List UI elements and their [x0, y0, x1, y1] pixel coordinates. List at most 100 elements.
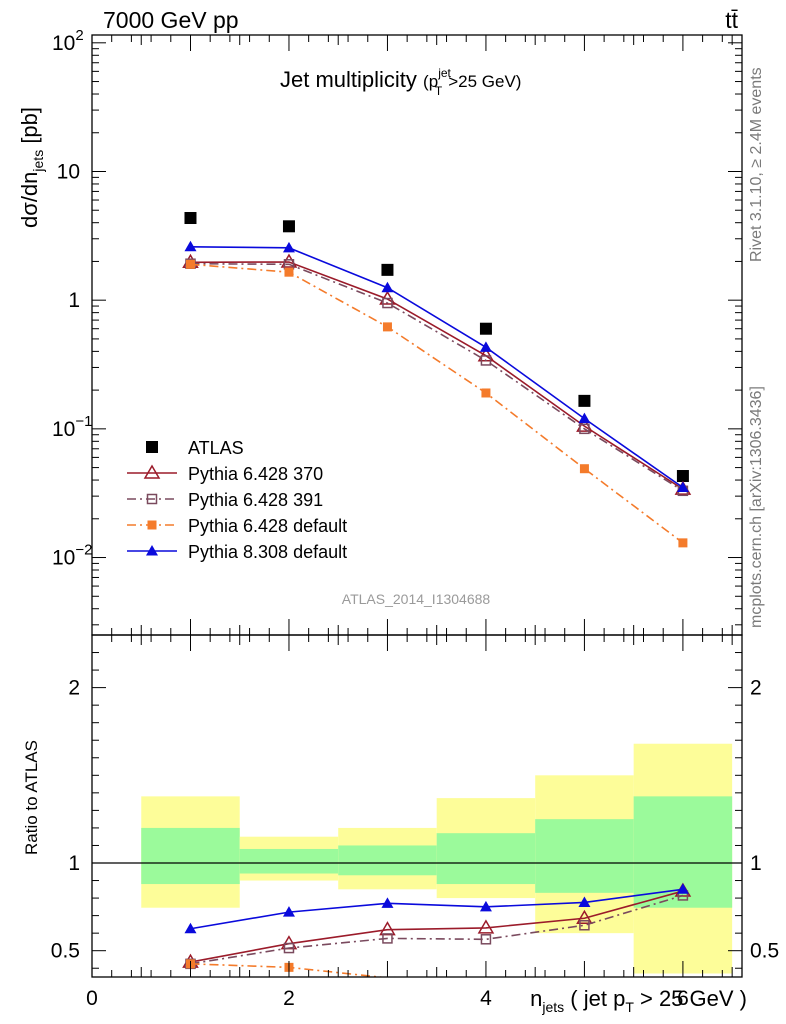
- legend-label-pythia-6-428-default: Pythia 6.428 default: [188, 516, 347, 536]
- ratio-y-tick-label-left: 2: [68, 677, 80, 700]
- main-point-pythia-6-428-default-1: [185, 259, 195, 269]
- main-point-atlas-4: [479, 322, 492, 335]
- ratio-point-pythia-6-428-370-5: [576, 909, 593, 924]
- ratio-y-tick-label-right: 2: [750, 677, 762, 700]
- collision-label: 7000 GeV pp: [103, 7, 239, 33]
- ratio-y-tick-label-left: 1: [68, 852, 80, 875]
- ratio-point-pythia-8-308-default-2: [282, 906, 295, 917]
- ratio-line-pythia-6-428-370: [190, 890, 684, 963]
- main-point-atlas-6: [676, 470, 689, 483]
- ratio-band-inner-5: [535, 819, 634, 893]
- main-point-pythia-6-428-391-5: [579, 423, 590, 435]
- main-y-tick-label: 10−2: [52, 542, 92, 570]
- legend-label-pythia-6-428-370: Pythia 6.428 370: [188, 464, 323, 484]
- ratio-point-pythia-6-428-370-3: [379, 921, 396, 936]
- rivet-label: Rivet 3.1.10, ≥ 2.4M events: [748, 67, 765, 262]
- ratio-band-inner-1: [141, 827, 240, 885]
- main-title-text: Jet multiplicity: [280, 67, 417, 92]
- main-point-pythia-6-428-default-3: [382, 322, 392, 332]
- ratio-point-pythia-8-308-default-5: [578, 896, 591, 907]
- ratio-point-pythia-8-308-default-6: [676, 883, 689, 894]
- main-title-paren: (: [423, 72, 429, 91]
- main-point-pythia-8-308-default-5: [578, 412, 591, 424]
- ratio-point-pythia-6-428-391-4: [480, 934, 492, 945]
- main-point-pythia-8-308-default-4: [479, 341, 492, 352]
- ratio-band-inner-2: [239, 848, 339, 874]
- main-point-atlas-3: [381, 263, 394, 276]
- x-axis-label: njets ( jet pT > 25 GeV ): [530, 986, 747, 1015]
- analysis-id: ATLAS_2014_I1304688: [342, 591, 491, 607]
- main-point-pythia-6-428-370-5: [576, 417, 593, 432]
- legend: ATLAS Pythia 6.428 370 Pythia 6.428 391 Pyt…: [127, 438, 347, 562]
- main-y-label-unit: [pb]: [17, 107, 42, 150]
- legend-label-pythia-8-308-default: Pythia 8.308 default: [188, 542, 347, 562]
- main-y-label-main: dσ/dn: [17, 172, 42, 228]
- main-point-pythia-8-308-default-2: [282, 241, 295, 253]
- ratio-y-label: Ratio to ATLAS: [22, 740, 41, 855]
- main-series-layer: [182, 212, 692, 548]
- ratio-axes-layer: 0.5 0.5 1 1 2 2 0 2 4 6: [51, 634, 779, 1010]
- main-point-pythia-6-428-391-3: [382, 297, 393, 309]
- ratio-plot-frame: [91, 634, 743, 978]
- ratio-bands-layer: [92, 743, 742, 974]
- main-point-pythia-6-428-default-4: [481, 388, 491, 398]
- x-label-n: n: [530, 986, 542, 1011]
- legend-marker-pythia-6-428-default: [147, 520, 157, 530]
- main-line-pythia-6-428-391: [190, 262, 684, 492]
- mcplots-label: mcplots.cern.ch [arXiv:1306.3436]: [748, 386, 765, 628]
- main-point-pythia-6-428-391-4: [480, 355, 492, 366]
- legend-marker-pythia-8-308-default: [146, 545, 158, 556]
- legend-marker-atlas: [146, 441, 158, 453]
- ratio-y-tick-label-left: 0.5: [51, 940, 80, 963]
- main-point-pythia-8-308-default-3: [381, 281, 394, 293]
- main-y-tick-label: 10: [57, 160, 80, 183]
- x-label-mid: ( jet p: [564, 986, 625, 1011]
- ratio-point-pythia-6-428-370-4: [477, 919, 495, 934]
- ratio-point-pythia-6-428-391-3: [382, 933, 393, 944]
- x-tick-label: 0: [86, 987, 98, 1010]
- main-point-atlas-1: [184, 212, 197, 225]
- ratio-point-pythia-8-308-default-4: [479, 900, 492, 912]
- main-title-sup: jet: [437, 66, 451, 80]
- legend-marker-pythia-6-428-370: [143, 464, 161, 479]
- main-point-pythia-8-308-default-1: [184, 240, 197, 252]
- main-line-pythia-6-428-default: [190, 263, 684, 544]
- ratio-y-tick-label-right: 1: [750, 852, 762, 875]
- x-tick-label: 2: [283, 987, 295, 1010]
- main-title-sub: T: [435, 84, 443, 98]
- ratio-point-pythia-6-428-391-5: [579, 920, 590, 931]
- main-point-atlas-5: [578, 394, 591, 407]
- x-label-rest: > 25 GeV ): [634, 986, 747, 1011]
- x-label-sub1: jets: [541, 999, 564, 1015]
- main-title-p: p: [429, 72, 438, 91]
- ratio-point-pythia-6-428-391-2: [283, 942, 295, 954]
- legend-label-atlas: ATLAS: [188, 438, 244, 458]
- legend-marker-pythia-6-428-391: [146, 493, 158, 505]
- main-y-tick-label: 102: [52, 27, 84, 55]
- x-tick-label: 4: [480, 987, 492, 1010]
- ratio-band-inner-4: [436, 833, 536, 885]
- main-point-atlas-2: [282, 220, 295, 233]
- main-title: Jet multiplicity (pjet T >25 GeV): [280, 66, 521, 98]
- main-point-pythia-6-428-default-6: [678, 538, 688, 548]
- ratio-line-pythia-8-308-default: [190, 888, 684, 930]
- ratio-y-tick-label-right: 0.5: [750, 940, 779, 963]
- main-line-pythia-8-308-default: [190, 245, 684, 489]
- main-y-label-sub: jets: [30, 150, 46, 173]
- main-y-label: dσ/dnjets [pb]: [17, 107, 46, 228]
- x-tick-label: 6: [677, 987, 689, 1010]
- ratio-band-inner-3: [338, 845, 437, 876]
- ratio-point-pythia-8-308-default-3: [381, 897, 394, 908]
- legend-label-pythia-6-428-391: Pythia 6.428 391: [188, 490, 323, 510]
- main-point-pythia-6-428-370-2: [280, 253, 298, 268]
- x-label-sub2: T: [625, 999, 634, 1015]
- main-line-pythia-6-428-370: [190, 261, 684, 490]
- main-point-pythia-6-428-default-5: [579, 464, 589, 474]
- main-point-pythia-6-428-default-2: [284, 267, 294, 277]
- main-point-pythia-8-308-default-6: [676, 481, 689, 493]
- main-y-tick-label: 1: [68, 289, 80, 312]
- process-label: tt̄: [725, 7, 738, 33]
- main-axes-layer: 102 10 1 10−1 10−2: [52, 27, 743, 635]
- ratio-line-pythia-6-428-391: [190, 894, 684, 965]
